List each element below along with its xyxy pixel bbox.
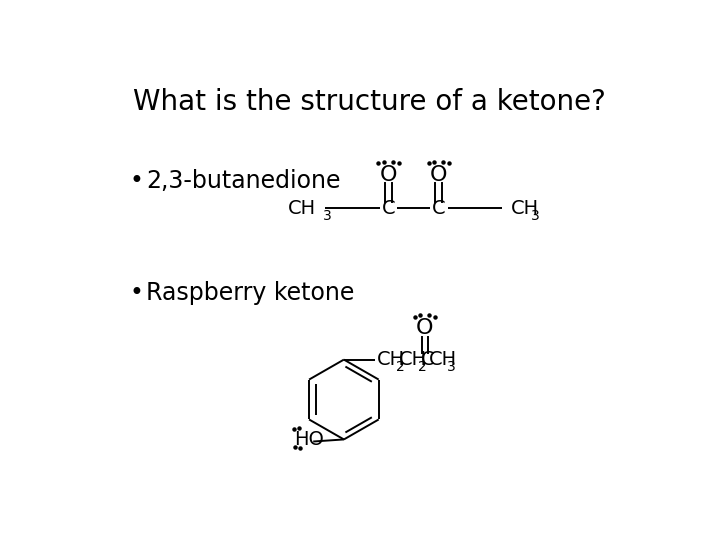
Text: CH: CH xyxy=(399,350,427,369)
Text: C: C xyxy=(382,199,395,218)
Text: O: O xyxy=(416,319,433,339)
Text: 3: 3 xyxy=(531,209,539,222)
Text: CH: CH xyxy=(428,350,456,369)
Text: 3: 3 xyxy=(323,209,332,222)
Text: O: O xyxy=(379,165,397,185)
Text: C: C xyxy=(432,199,446,218)
Text: •: • xyxy=(129,169,143,193)
Text: C: C xyxy=(421,350,434,369)
Text: Raspberry ketone: Raspberry ketone xyxy=(145,281,354,306)
Text: O: O xyxy=(430,165,448,185)
Text: HO: HO xyxy=(294,430,323,449)
Text: CH: CH xyxy=(288,199,316,218)
Text: •: • xyxy=(129,281,143,306)
Text: 2,3-butanedione: 2,3-butanedione xyxy=(145,169,341,193)
Text: 2: 2 xyxy=(418,360,426,374)
Text: 2: 2 xyxy=(396,360,405,374)
Text: CH: CH xyxy=(511,199,539,218)
Text: CH: CH xyxy=(377,350,405,369)
Text: 3: 3 xyxy=(447,360,456,374)
Text: What is the structure of a ketone?: What is the structure of a ketone? xyxy=(132,88,606,116)
